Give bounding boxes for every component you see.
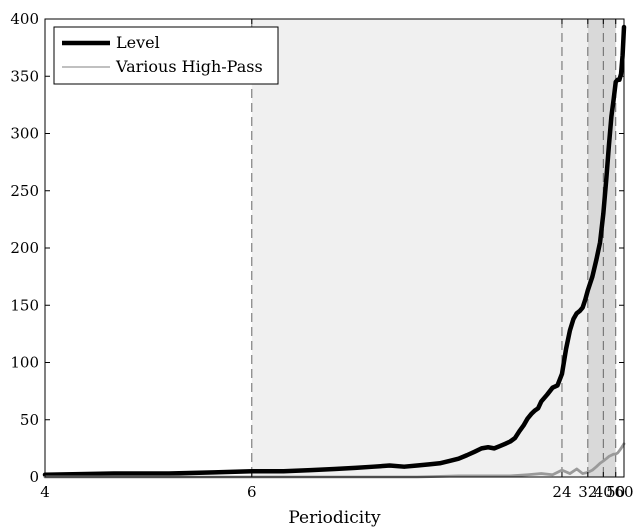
y-tick-label: 100 <box>10 354 39 372</box>
x-tick-label: 50 <box>606 483 625 501</box>
y-tick-label: 250 <box>10 182 39 200</box>
band-0 <box>251 19 588 477</box>
x-tick-label: 4 <box>40 483 50 501</box>
y-tick-label: 0 <box>29 468 39 486</box>
series-line-0 <box>42 24 627 477</box>
x-tick-label: 60 <box>614 483 633 501</box>
x-tick-label: 6 <box>247 483 257 501</box>
legend-box <box>53 26 279 85</box>
y-axis: 0 50 100 150 200 250 300 350 400 <box>10 10 624 486</box>
y-tick-label: 200 <box>10 239 39 257</box>
x-tick-label: 24 <box>552 483 571 501</box>
x-tick-label: 40 <box>594 483 613 501</box>
legend: Level Various High-Pass <box>53 26 279 85</box>
legend-label-1: Various High-Pass <box>115 57 263 76</box>
y-tick-label: 400 <box>10 10 39 28</box>
y-tick-label: 150 <box>10 296 39 314</box>
x-axis-label: Periodicity <box>288 508 381 528</box>
legend-label-0: Level <box>116 33 160 52</box>
y-tick-label: 50 <box>20 411 39 429</box>
shaded-bands <box>251 19 616 477</box>
reference-lines <box>251 19 617 477</box>
y-tick-label: 300 <box>10 125 39 143</box>
band-1 <box>587 19 616 477</box>
x-tick-label: 32 <box>578 483 597 501</box>
y-tick-label: 350 <box>10 67 39 85</box>
